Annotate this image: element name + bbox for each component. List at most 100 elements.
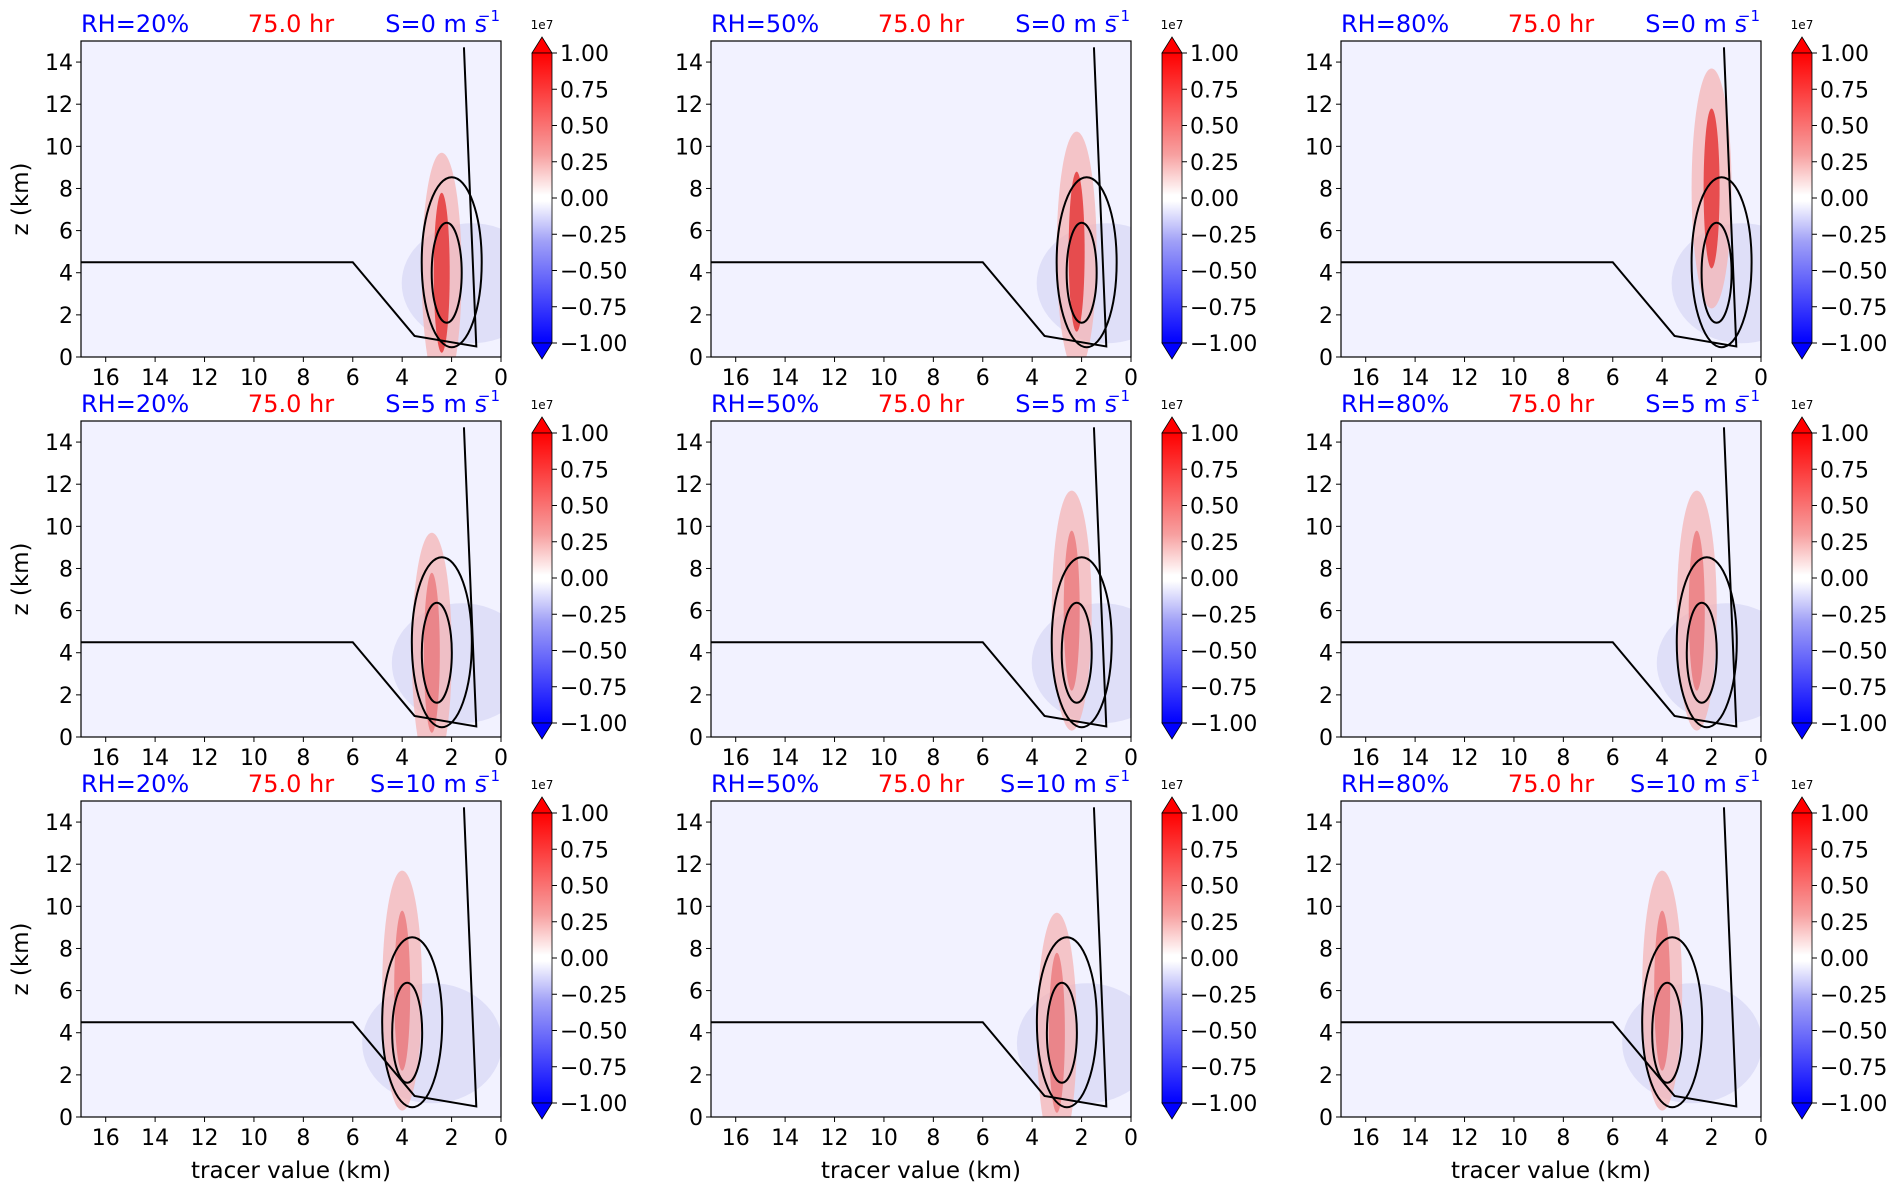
panel-6: 0 2 4 6 8 10 12 14 16 14 12 10 8 6 4 2 0 RH=80% 75.0 hr S=5… (1305, 387, 1768, 771)
colorbar-bar (1791, 432, 1813, 724)
ytick-label: 2 (1319, 1064, 1333, 1089)
ytick-label: 4 (689, 1022, 703, 1047)
colorbar-tick-label: 1.00 (560, 422, 609, 447)
xtick-label: 12 (1451, 746, 1479, 771)
colorbar-min-arrow (1791, 342, 1813, 360)
title-shear: S=0 m s (1645, 10, 1747, 38)
ytick-label: 4 (1319, 262, 1333, 287)
contour-core (430, 221, 463, 324)
xtick-label: 4 (1655, 746, 1669, 771)
axes-frame (1340, 800, 1762, 1118)
ytick-label: 12 (1305, 93, 1333, 118)
ytick-label: 4 (689, 262, 703, 287)
xtick-label: 12 (191, 1126, 219, 1151)
axes-frame (710, 420, 1132, 738)
contour-core (420, 601, 453, 704)
colorbar-tick-label: 0.25 (1820, 911, 1869, 936)
ytick-label: 0 (1319, 346, 1333, 371)
ytick-label: 4 (689, 642, 703, 667)
colorbar-tick-label: −0.50 (1820, 640, 1887, 665)
ytick-label: 14 (45, 51, 73, 76)
colorbar-tick-label: 1.00 (1190, 802, 1239, 827)
colorbar-2: 1e7 1.00 0.75 0.50 0.25 0.00 −0.25 −0.50 −0.75 −1… (1161, 18, 1257, 360)
colorbar-max-arrow (1161, 796, 1183, 814)
xtick-label: 4 (1655, 366, 1669, 391)
colorbar-tick-label: 0.00 (1820, 947, 1869, 972)
positive-core (394, 910, 411, 1071)
colorbar-tick-label: −0.25 (1190, 983, 1257, 1008)
colorbar-bar (1161, 52, 1183, 344)
colorbar-8: 1e7 1.00 0.75 0.50 0.25 0.00 −0.25 −0.50 −0.75 −1… (1161, 778, 1257, 1120)
ytick-label: 2 (689, 684, 703, 709)
colorbar-bar (531, 812, 553, 1104)
ytick-label: 8 (689, 177, 703, 202)
colorbar-bar (1791, 812, 1813, 1104)
positive-core (1063, 530, 1080, 691)
colorbar-tick-label: −0.50 (560, 260, 627, 285)
colorbar-tick-label: 0.50 (560, 115, 609, 140)
xtick-label: 10 (240, 366, 268, 391)
xtick-label: 8 (926, 746, 940, 771)
contour-outer (1341, 427, 1738, 728)
xtick-label: 8 (1556, 366, 1570, 391)
field-layer (81, 427, 501, 737)
contour-inner (410, 556, 473, 729)
colorbar-tick-label: 0.25 (560, 151, 609, 176)
colorbar-tick-label: −0.75 (1820, 676, 1887, 701)
xtick-label: 6 (1606, 746, 1620, 771)
title-shear: S=10 m s (1630, 770, 1747, 798)
colorbar-tick-label: −0.50 (1820, 260, 1887, 285)
ytick-label: 12 (1305, 853, 1333, 878)
colorbar-offset: 1e7 (1791, 778, 1814, 792)
field-layer (1341, 427, 1761, 731)
colorbar-max-arrow (531, 416, 553, 434)
ytick-label: 2 (1319, 684, 1333, 709)
y-axis-label: z (km) (8, 922, 34, 995)
title-rh: RH=50% (711, 770, 819, 798)
ytick-label: 10 (675, 135, 703, 160)
ytick-label: 8 (59, 937, 73, 962)
title-rh: RH=20% (81, 770, 189, 798)
title-rh: RH=50% (711, 390, 819, 418)
ytick-label: 12 (1305, 473, 1333, 498)
xtick-label: 16 (1352, 366, 1380, 391)
ytick-label: 0 (59, 726, 73, 751)
xtick-label: 2 (445, 366, 459, 391)
title-shear-exponent: −1 (1108, 767, 1130, 785)
xtick-label: 8 (296, 1126, 310, 1151)
colorbar-tick-label: 1.00 (1820, 802, 1869, 827)
xtick-label: 0 (1124, 366, 1138, 391)
xtick-label: 8 (1556, 746, 1570, 771)
y-axis-label: z (km) (8, 542, 34, 615)
colorbar-tick-label: 0.25 (1820, 151, 1869, 176)
ytick-label: 8 (59, 177, 73, 202)
ytick-label: 2 (689, 304, 703, 329)
colorbar-tick-label: 1.00 (560, 42, 609, 67)
title-shear: S=0 m s (385, 10, 487, 38)
ytick-label: 10 (675, 895, 703, 920)
contour-outer (711, 807, 1108, 1108)
colorbar-offset: 1e7 (531, 18, 554, 32)
ytick-label: 2 (1319, 304, 1333, 329)
positive-core (433, 192, 450, 353)
contour-inner (1055, 176, 1118, 349)
colorbar-tick-label: 0.75 (1820, 78, 1869, 103)
xtick-label: 12 (821, 1126, 849, 1151)
ytick-label: 8 (689, 557, 703, 582)
colorbar-tick-label: −0.75 (560, 296, 627, 321)
colorbar-tick-label: 0.00 (560, 567, 609, 592)
colorbar-min-arrow (531, 722, 553, 740)
ytick-label: 12 (45, 473, 73, 498)
title-shear-exponent: −1 (478, 767, 500, 785)
contour-inner (1035, 936, 1098, 1109)
colorbar-tick-label: −1.00 (1820, 712, 1887, 737)
colorbar-tick-label: −0.25 (1190, 223, 1257, 248)
ytick-label: 14 (45, 811, 73, 836)
xtick-label: 10 (870, 1126, 898, 1151)
colorbar-max-arrow (1791, 36, 1813, 54)
positive-anomaly (1036, 912, 1077, 1117)
xtick-label: 10 (870, 366, 898, 391)
ytick-label: 6 (689, 600, 703, 625)
xtick-label: 0 (1124, 746, 1138, 771)
colorbar-tick-label: 0.25 (1190, 531, 1239, 556)
